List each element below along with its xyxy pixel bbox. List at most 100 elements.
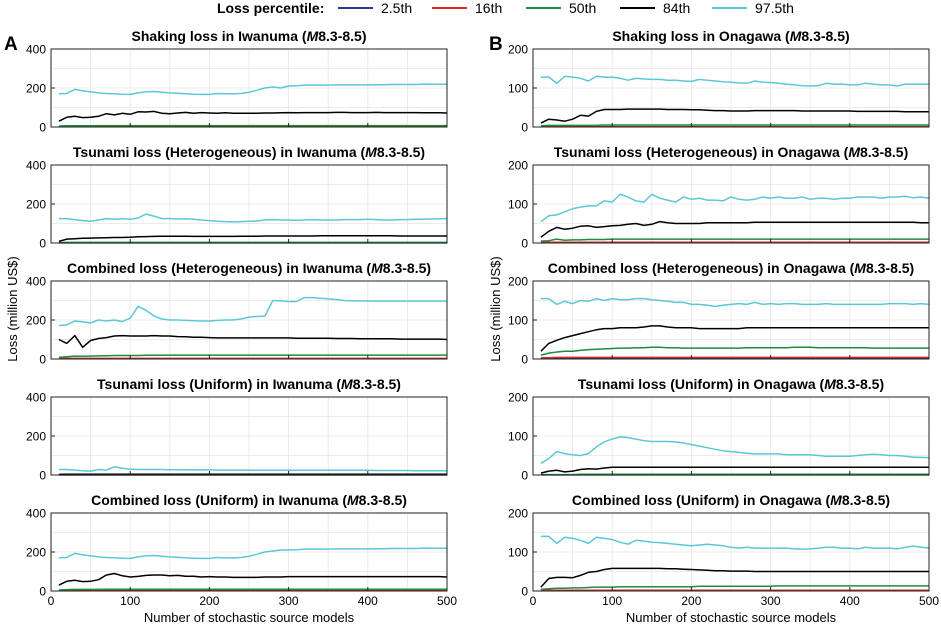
panel-iwanuma-0: Shaking loss in Iwanuma (M8.3-8.5) 0 200 40… [26, 28, 448, 135]
panel-title: Shaking loss in Iwanuma (M8.3-8.5) [132, 28, 367, 44]
y-tick-label: 100 [508, 198, 528, 212]
shared-xlabel-right: Number of stochastic source models [626, 610, 837, 625]
series-line-84th [540, 466, 929, 474]
panel-letter-b: B [489, 34, 503, 55]
series-line-97-5th [58, 83, 447, 96]
panel-iwanuma-4: Combined loss (Uniform) in Iwanuma (M8.3… [26, 492, 457, 608]
x-tick-label: 300 [279, 594, 299, 608]
series-line-97-5th [540, 193, 930, 223]
x-tick-label: 200 [199, 594, 219, 608]
panel-title: Combined loss (Heterogeneous) in Onagawa… [548, 260, 914, 276]
y-tick-label: 0 [39, 121, 46, 135]
panel-onagawa-0: Shaking loss in Onagawa (M8.3-8.5) 0 100 20… [508, 28, 930, 135]
x-tick-label: 500 [919, 594, 939, 608]
legend: Loss percentile: 2.5th 16th 50th 84th 97.5th [217, 0, 794, 16]
y-tick-label: 200 [26, 82, 46, 96]
y-tick-label: 100 [508, 314, 528, 328]
panel-iwanuma-1: Tsunami loss (Heterogeneous) in Iwanuma … [26, 144, 448, 251]
x-tick-label: 200 [681, 594, 701, 608]
shared-ylabel-right: Loss (million US$) [488, 256, 503, 361]
x-tick-label: 100 [602, 594, 622, 608]
x-tick-label: 0 [530, 594, 537, 608]
legend-entry-16th: 16th [432, 0, 502, 16]
legend-label: 16th [475, 0, 502, 16]
series-line-84th [58, 334, 448, 349]
series-line-50th [540, 346, 929, 356]
y-tick-label: 0 [39, 237, 46, 251]
y-tick-label: 0 [521, 469, 528, 483]
y-tick-label: 0 [39, 353, 46, 367]
panel-onagawa-4: Combined loss (Uniform) in Onagawa (M8.3… [508, 492, 939, 608]
legend-label: 50th [569, 0, 596, 16]
y-tick-label: 100 [508, 546, 528, 560]
panel-title: Combined loss (Heterogeneous) in Iwanuma… [67, 260, 431, 276]
y-tick-label: 200 [508, 391, 528, 405]
series-line-50th [58, 588, 447, 591]
panel-title: Tsunami loss (Uniform) in Onagawa (M8.3-… [578, 376, 884, 392]
x-tick-label: 0 [48, 594, 55, 608]
panel-title: Tsunami loss (Heterogeneous) in Onagawa … [554, 144, 909, 160]
legend-entry-50th: 50th [526, 0, 596, 16]
series-line-97-5th [58, 466, 447, 472]
panel-title: Tsunami loss (Uniform) in Iwanuma (M8.3-… [97, 376, 401, 392]
panel-onagawa-3: Tsunami loss (Uniform) in Onagawa (M8.3-… [508, 376, 930, 483]
y-tick-label: 400 [26, 43, 46, 57]
x-tick-label: 300 [761, 594, 781, 608]
series-line-50th [540, 238, 929, 242]
series-line-84th [58, 572, 448, 586]
y-tick-label: 200 [508, 507, 528, 521]
x-tick-label: 400 [840, 594, 860, 608]
y-tick-label: 0 [521, 237, 528, 251]
panel-iwanuma-3: Tsunami loss (Uniform) in Iwanuma (M8.3-… [26, 376, 448, 483]
series-line-84th [540, 108, 929, 124]
panel-iwanuma-2: Combined loss (Heterogeneous) in Iwanuma… [26, 260, 448, 367]
x-tick-label: 100 [120, 594, 140, 608]
y-tick-label: 200 [26, 198, 46, 212]
series-line-97-5th [540, 75, 929, 87]
series-line-84th [540, 567, 929, 588]
panel-title: Combined loss (Uniform) in Iwanuma (M8.3… [91, 492, 407, 508]
series-line-97-5th [540, 436, 930, 464]
panel-title: Combined loss (Uniform) in Onagawa (M8.3… [572, 492, 890, 508]
y-tick-label: 400 [26, 159, 46, 173]
series-line-50th [540, 585, 929, 591]
panel-letter-a: A [4, 34, 18, 55]
legend-label: 84th [663, 0, 690, 16]
y-tick-label: 0 [521, 121, 528, 135]
x-tick-label: 500 [437, 594, 457, 608]
y-tick-label: 200 [508, 275, 528, 289]
shared-ylabel-left: Loss (million US$) [5, 256, 20, 361]
series-line-84th [58, 110, 448, 122]
legend-entry-84th: 84th [620, 0, 690, 16]
series-line-97-5th [58, 547, 447, 560]
legend-label: 2.5th [381, 0, 412, 16]
y-tick-label: 0 [39, 585, 46, 599]
shared-xlabel-left: Number of stochastic source models [144, 610, 355, 625]
series-line-84th [58, 235, 447, 243]
y-tick-label: 100 [508, 430, 528, 444]
y-tick-label: 0 [39, 469, 46, 483]
panel-onagawa-1: Tsunami loss (Heterogeneous) in Onagawa … [508, 144, 930, 251]
legend-title: Loss percentile: [217, 0, 324, 16]
y-tick-label: 200 [26, 314, 46, 328]
y-tick-label: 400 [26, 507, 46, 521]
legend-label: 97.5th [755, 0, 794, 16]
series-line-97-5th [540, 535, 930, 551]
y-tick-label: 0 [521, 353, 528, 367]
y-tick-label: 100 [508, 82, 528, 96]
series-line-50th [540, 124, 929, 127]
series-line-97-5th [58, 213, 448, 223]
y-tick-label: 200 [508, 43, 528, 57]
legend-entry-97-5th: 97.5th [712, 0, 794, 16]
series-line-84th [540, 220, 929, 238]
y-tick-label: 200 [26, 546, 46, 560]
panel-title: Tsunami loss (Heterogeneous) in Iwanuma … [73, 144, 425, 160]
x-tick-label: 400 [358, 594, 378, 608]
series-line-97-5th [58, 296, 447, 327]
y-tick-label: 0 [521, 585, 528, 599]
series-line-50th [58, 354, 447, 359]
series-line-84th [540, 325, 929, 352]
panel-title: Shaking loss in Onagawa (M8.3-8.5) [612, 28, 849, 44]
y-tick-label: 400 [26, 275, 46, 289]
